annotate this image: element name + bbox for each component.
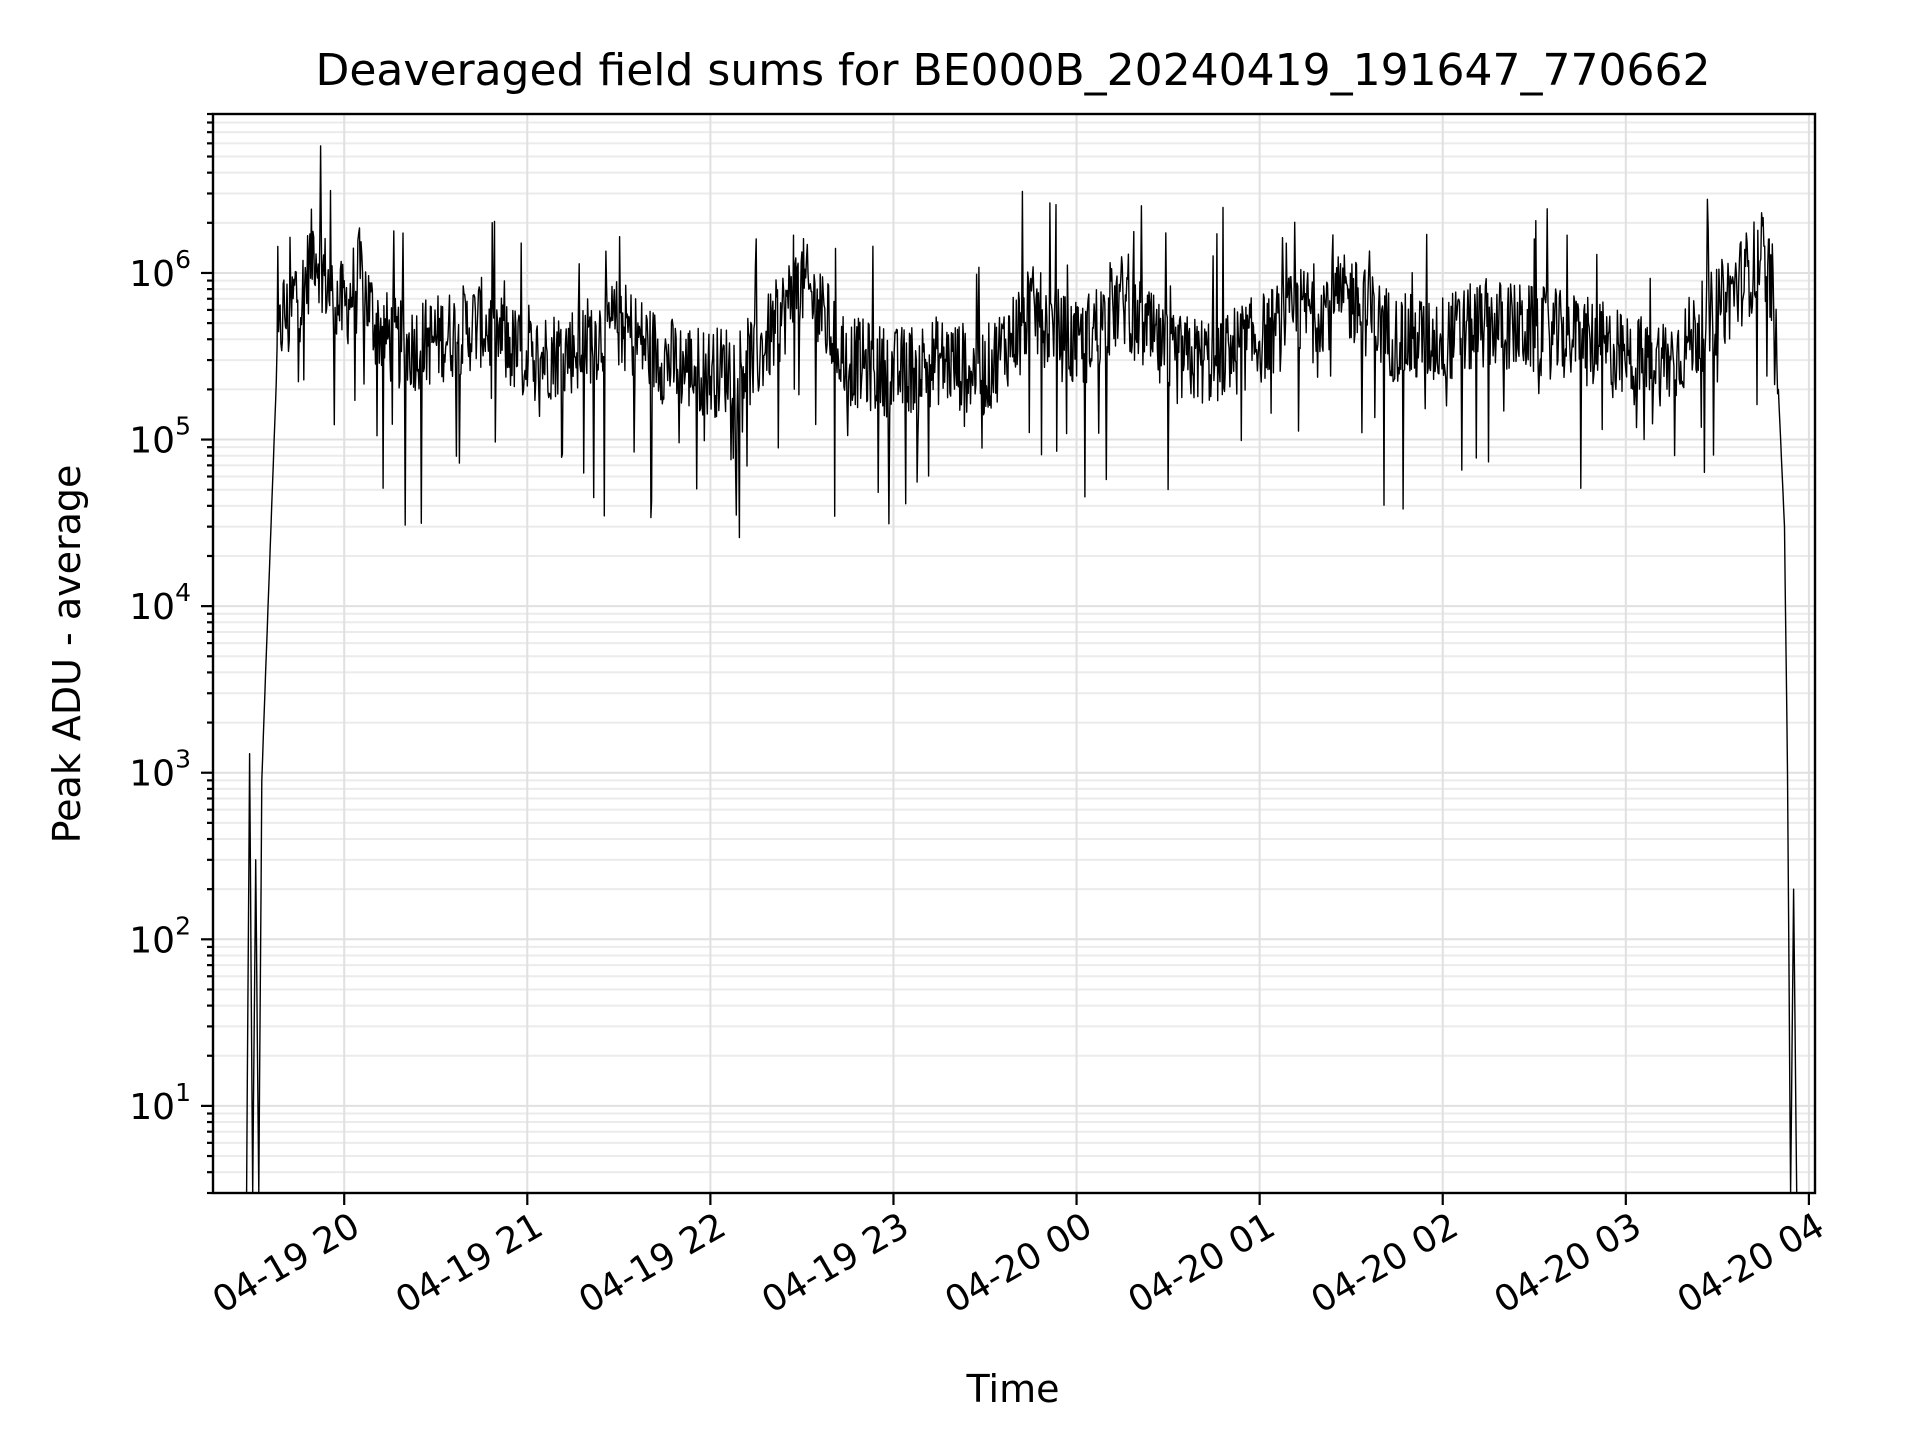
y-tick-label-base: 10 bbox=[129, 1087, 175, 1128]
x-tick-label: 04-20 02 bbox=[1305, 1205, 1466, 1321]
y-tick-label-exponent: 2 bbox=[175, 911, 191, 940]
series-line bbox=[245, 145, 1798, 1194]
x-tick-label: 04-19 20 bbox=[206, 1205, 367, 1321]
y-tick-label-exponent: 6 bbox=[175, 245, 191, 274]
chart-title: Deaveraged field sums for BE000B_2024041… bbox=[315, 45, 1710, 96]
y-tick-label: 103 bbox=[129, 745, 191, 795]
y-tick-label-base: 10 bbox=[129, 920, 175, 961]
x-axis-label: Time bbox=[966, 1367, 1060, 1411]
x-tick-label: 04-20 01 bbox=[1121, 1205, 1282, 1321]
x-axis: 04-19 20 04-19 21 04-19 22 04-19 23 04-20 00… bbox=[206, 1193, 1831, 1322]
x-tick-label: 04-20 04 bbox=[1671, 1205, 1832, 1321]
y-tick-label-exponent: 5 bbox=[175, 412, 191, 441]
y-tick-label: 104 bbox=[129, 578, 191, 628]
x-tick-label: 04-19 21 bbox=[389, 1205, 550, 1321]
y-axis-label: Peak ADU - average bbox=[45, 465, 89, 844]
grid-layer bbox=[213, 113, 1815, 1194]
y-tick-label: 101 bbox=[129, 1078, 191, 1128]
y-tick-label: 102 bbox=[129, 911, 191, 961]
x-tick-label: 04-19 22 bbox=[572, 1205, 733, 1321]
y-tick-label-base: 10 bbox=[129, 587, 175, 628]
x-tick-label: 04-19 23 bbox=[755, 1205, 916, 1321]
plot-frame bbox=[211, 112, 1817, 1195]
y-tick-label-exponent: 4 bbox=[175, 578, 191, 607]
y-tick-label: 106 bbox=[129, 245, 191, 295]
y-tick-label-exponent: 3 bbox=[175, 745, 191, 774]
x-tick-label: 04-20 03 bbox=[1488, 1205, 1649, 1321]
y-tick-label: 105 bbox=[129, 412, 191, 462]
y-tick-label-exponent: 1 bbox=[175, 1078, 191, 1107]
y-tick-label-base: 10 bbox=[129, 254, 175, 295]
y-tick-label-base: 10 bbox=[129, 421, 175, 462]
x-tick-label: 04-20 00 bbox=[938, 1205, 1099, 1321]
y-tick-label-base: 10 bbox=[129, 754, 175, 795]
